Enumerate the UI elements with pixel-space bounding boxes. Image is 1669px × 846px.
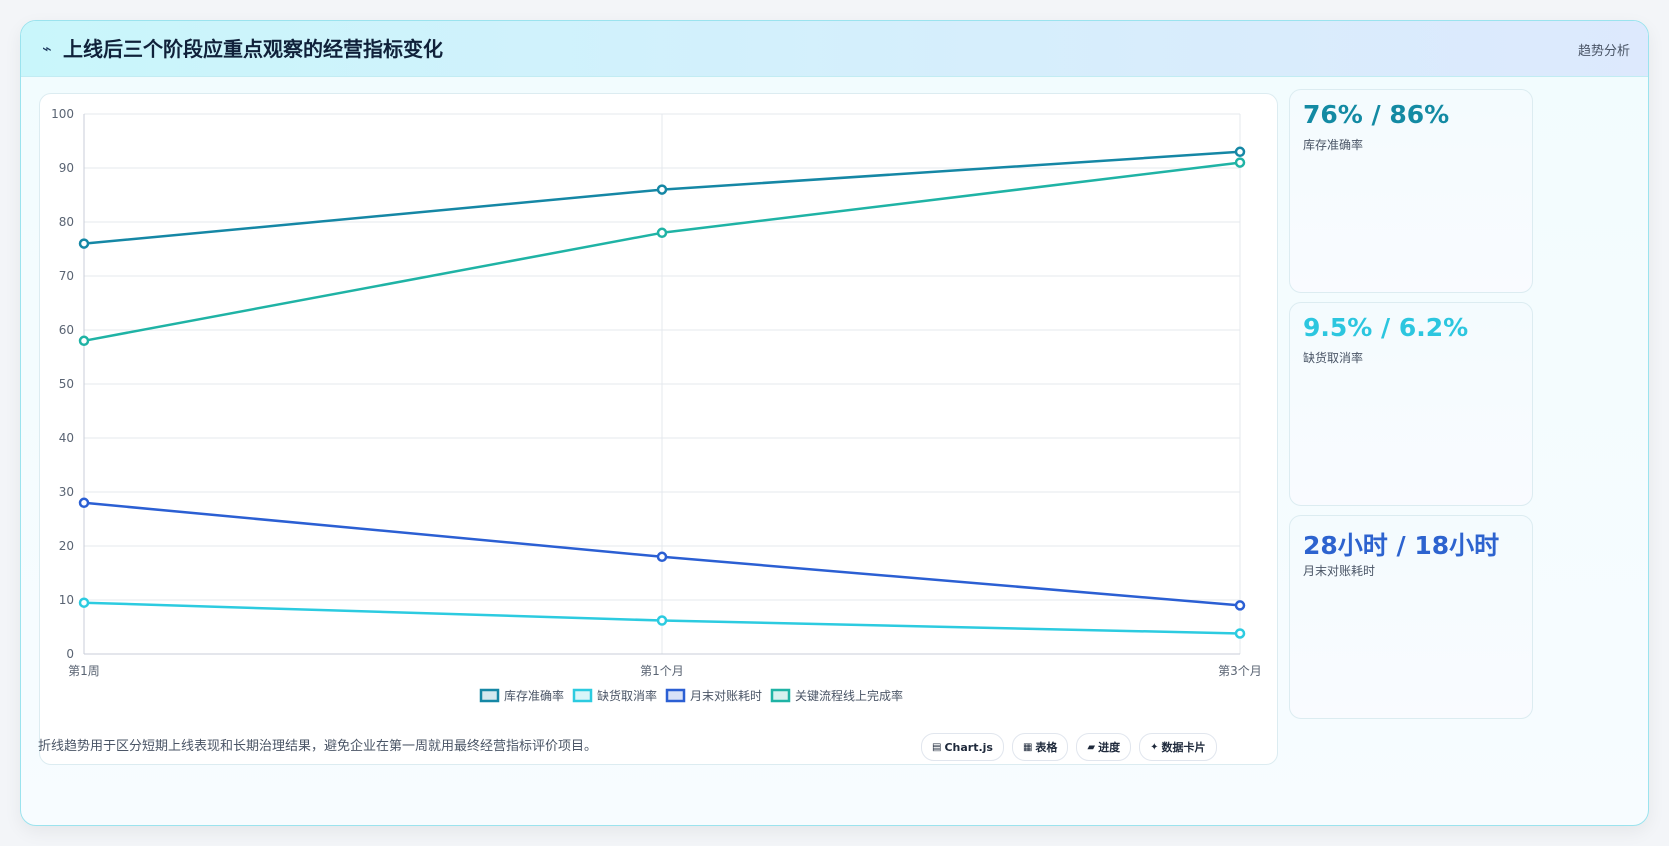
y-tick-label: 40 — [59, 431, 74, 445]
y-tick-label: 70 — [59, 269, 74, 283]
y-tick-label: 30 — [59, 485, 74, 499]
y-tick-label: 20 — [59, 539, 74, 553]
stat-label: 缺货取消率 — [1303, 351, 1364, 365]
card-header: ⌁ 上线后三个阶段应重点观察的经营指标变化 趋势分析 — [21, 21, 1648, 77]
chart-panel: 0 10 20 30 40 50 60 70 80 90 100 第1周 第1个月 第3个月库存准确率 缺货… — [39, 93, 1278, 765]
stat-card-cancel-rate: 9.5% / 6.2% 缺货取消率 — [1289, 302, 1533, 506]
chartjs-button[interactable]: ▤ Chart.js — [921, 733, 1004, 761]
legend-swatch — [665, 688, 686, 703]
data-point — [1234, 146, 1246, 158]
stat-value: 9.5% / 6.2% — [1303, 313, 1469, 342]
data-point — [656, 615, 668, 626]
sparkle-icon: ✦ — [1150, 741, 1159, 753]
x-tick-label: 第3个月 — [1218, 664, 1262, 678]
legend-swatch — [479, 688, 500, 703]
y-tick-label: 80 — [59, 215, 74, 229]
data-point — [78, 335, 90, 347]
legend-label: 库存准确率 — [504, 688, 564, 703]
stat-label: 月末对账耗时 — [1303, 564, 1376, 578]
data-point — [656, 227, 668, 239]
tool-label: 数据卡片 — [1161, 741, 1206, 754]
data-card-button[interactable]: ✦ 数据卡片 — [1139, 733, 1217, 761]
chart-icon: ▤ — [932, 741, 942, 753]
table-button[interactable]: ▦ 表格 — [1011, 733, 1069, 761]
tool-label: 表格 — [1035, 741, 1058, 754]
stat-card-inventory-accuracy: 76% / 86% 库存准确率 — [1289, 89, 1533, 293]
legend-swatch — [572, 688, 593, 703]
tool-label: 进度 — [1098, 741, 1121, 754]
card-tag: 趋势分析 — [1577, 44, 1630, 59]
tool-label: Chart.js — [944, 740, 993, 754]
x-tick-label: 第1周 — [68, 664, 100, 678]
y-tick-label: 50 — [59, 377, 74, 391]
tool-buttons: ▤ Chart.js ▦ 表格 ▰ 进度 ✦ 数据卡片 — [921, 733, 1217, 761]
legend-swatch — [770, 688, 791, 703]
y-tick-label: 0 — [66, 647, 74, 661]
data-point — [1234, 157, 1246, 168]
progress-button[interactable]: ▰ 进度 — [1076, 733, 1132, 761]
data-point — [1234, 628, 1246, 639]
progress-icon: ▰ — [1087, 741, 1096, 753]
card-title: 上线后三个阶段应重点观察的经营指标变化 — [63, 37, 443, 61]
table-icon: ▦ — [1022, 741, 1033, 753]
y-tick-label: 10 — [59, 593, 74, 607]
data-point — [78, 597, 90, 608]
y-tick-label: 60 — [59, 323, 74, 337]
stat-card-reconcile-time: 28小时 / 18小时 月末对账耗时 — [1289, 515, 1533, 719]
data-point — [656, 184, 668, 195]
legend-label: 关键流程线上完成率 — [795, 688, 903, 703]
trend-card: ⌁ 上线后三个阶段应重点观察的经营指标变化 趋势分析 0 10 20 30 40 50 60… — [20, 20, 1649, 826]
legend-label: 缺货取消率 — [597, 688, 657, 703]
data-point — [78, 497, 90, 509]
legend-label: 月末对账耗时 — [690, 689, 762, 703]
stat-value: 76% / 86% — [1303, 100, 1450, 129]
lightning-icon: ⌁ — [42, 39, 52, 58]
data-point — [78, 238, 90, 249]
x-tick-label: 第1个月 — [640, 664, 684, 678]
y-tick-label: 100 — [51, 107, 74, 121]
data-point — [1234, 600, 1246, 611]
stat-value: 28小时 / 18小时 — [1303, 531, 1500, 560]
footnote: 折线趋势用于区分短期上线表现和长期治理结果，避免企业在第一周就用最终经营指标评价… — [38, 739, 598, 754]
y-tick-label: 90 — [59, 161, 74, 175]
stat-label: 库存准确率 — [1303, 138, 1364, 152]
data-point — [656, 551, 668, 563]
